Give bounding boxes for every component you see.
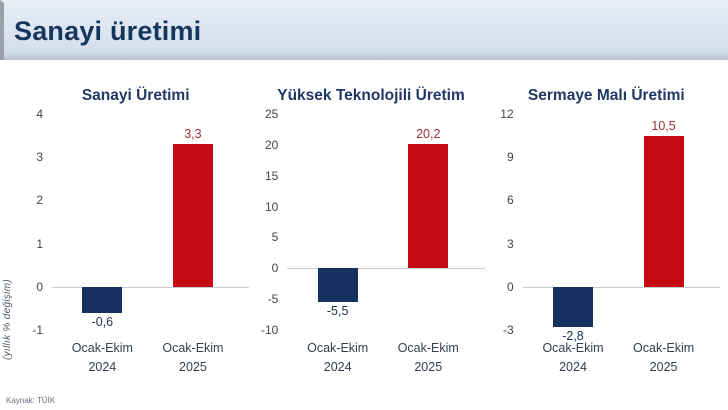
bar-2025 — [408, 143, 449, 269]
y-tick-label: 0 — [271, 261, 279, 276]
y-tick-label: -3 — [502, 323, 514, 337]
x-category-label: Ocak-Ekim 2024 — [307, 341, 369, 374]
y-tick-label: 0 — [506, 279, 514, 294]
y-tick-label: 4 — [36, 107, 43, 121]
plot-area: -2,8 10,5 — [522, 114, 724, 343]
bar-value-label: -5,5 — [326, 304, 349, 319]
chart-panel-sanayi-uretimi: Sanayi Üretimi 4 3 2 1 0 -1 -0,6 3,3 Ocak-Ekim… — [18, 87, 253, 385]
x-category-label: Ocak-Ekim 2025 — [397, 341, 459, 374]
plot-column: -0,6 3,3 Ocak-Ekim 2024 Ocak-Ekim 2025 — [52, 114, 253, 385]
plot-row: 12 9 6 3 0 -3 -2,8 10,5 Ocak-Ekim 2024 Ocak-Eki… — [489, 107, 724, 385]
plot-column: -2,8 10,5 Ocak-Ekim 2024 Ocak-Ekim 2025 — [522, 114, 724, 385]
plot-area: -5,5 20,2 — [287, 114, 488, 330]
x-axis-labels: Ocak-Ekim 2024 Ocak-Ekim 2025 — [52, 339, 253, 385]
y-tick-label: 3 — [506, 236, 514, 251]
y-tick-label: 6 — [506, 193, 514, 208]
x-axis-labels: Ocak-Ekim 2024 Ocak-Ekim 2025 — [523, 339, 724, 385]
bar-2025 — [643, 135, 684, 287]
y-axis-ticks: 12 9 6 3 0 -3 — [489, 107, 523, 337]
x-category-label: Ocak-Ekim 2024 — [71, 341, 133, 374]
y-tick-label: 15 — [264, 168, 279, 183]
y-tick-label: 0 — [36, 279, 43, 294]
plot-row: 25 20 15 10 5 0 -5 -10 -5,5 20,2 Ocak-Ekim 2024 O… — [253, 107, 488, 385]
zero-gridline — [52, 286, 250, 288]
bar-value-label: -0,6 — [91, 314, 114, 329]
chart-title: Sermaye Malı Üretimi — [527, 87, 685, 104]
y-tick-label: 2 — [36, 193, 43, 208]
y-tick-label: -10 — [260, 323, 279, 337]
y-tick-label: 3 — [36, 150, 43, 165]
y-tick-label: 9 — [506, 150, 514, 165]
y-axis-label: (yıllık % değişim) — [2, 279, 13, 361]
plot-column: -5,5 20,2 Ocak-Ekim 2024 Ocak-Ekim 2025 — [287, 114, 488, 385]
header-banner: Sanayi üretimi — [0, 0, 728, 60]
chart-title: Yüksek Teknolojili Üretim — [277, 87, 465, 104]
bar-value-label: 20,2 — [416, 126, 441, 141]
y-tick-label: 20 — [264, 137, 279, 152]
x-category-label: Ocak-Ekim 2025 — [633, 341, 695, 374]
bar-value-label: 3,3 — [184, 127, 202, 142]
bar-value-label: 10,5 — [651, 118, 676, 133]
source-note: Kaynak: TÜİK — [6, 396, 56, 405]
bar-2024 — [552, 286, 593, 328]
chart-title: Sanayi Üretimi — [81, 87, 190, 104]
bar-2025 — [172, 144, 213, 287]
y-axis-ticks: 4 3 2 1 0 -1 — [18, 107, 52, 337]
bar-value-label: -2,8 — [562, 329, 584, 344]
bar-2024 — [82, 286, 123, 313]
y-tick-label: 25 — [264, 107, 279, 121]
plot-row: 4 3 2 1 0 -1 -0,6 3,3 Ocak-Ekim 2024 Ocak-Ekim … — [18, 107, 253, 385]
bar-2024 — [317, 268, 358, 303]
y-axis-ticks: 25 20 15 10 5 0 -5 -10 — [253, 107, 287, 337]
zero-gridline — [287, 268, 485, 270]
x-category-label: Ocak-Ekim 2025 — [162, 341, 224, 374]
y-tick-label: 5 — [271, 230, 279, 245]
zero-gridline — [522, 286, 720, 288]
plot-area: -0,6 3,3 — [52, 114, 253, 330]
y-tick-label: 12 — [500, 107, 514, 121]
x-category-label: Ocak-Ekim 2024 — [542, 341, 604, 374]
y-tick-label: -5 — [267, 292, 279, 307]
y-tick-label: 1 — [36, 236, 43, 251]
chart-panel-sermaye-mali-uretimi: Sermaye Malı Üretimi 12 9 6 3 0 -3 -2,8 10,5 O… — [489, 87, 724, 385]
x-axis-labels: Ocak-Ekim 2024 Ocak-Ekim 2025 — [287, 339, 488, 385]
chart-panel-yuksek-teknolojili-uretim: Yüksek Teknolojili Üretim 25 20 15 10 5 0 -5 -1… — [253, 87, 488, 385]
y-tick-label: -1 — [32, 323, 43, 337]
page-title: Sanayi üretimi — [14, 16, 202, 46]
y-tick-label: 10 — [264, 199, 279, 214]
